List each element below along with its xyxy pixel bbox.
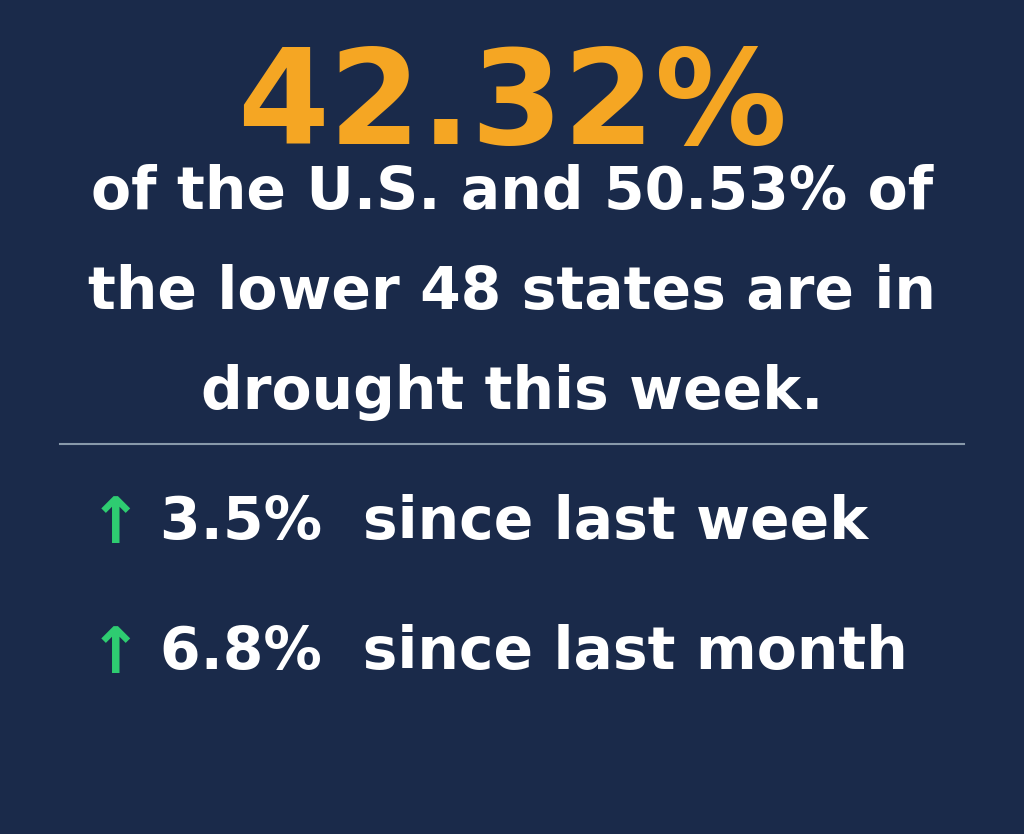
Text: ↑: ↑ [88, 624, 141, 686]
Text: the lower 48 states are in: the lower 48 states are in [88, 264, 936, 321]
Text: drought this week.: drought this week. [201, 364, 823, 421]
Text: ↑: ↑ [88, 494, 141, 556]
Text: 3.5%  since last week: 3.5% since last week [160, 494, 868, 551]
Text: 42.32%: 42.32% [237, 44, 787, 171]
Text: 6.8%  since last month: 6.8% since last month [160, 624, 907, 681]
Text: of the U.S. and 50.53% of: of the U.S. and 50.53% of [91, 164, 933, 221]
